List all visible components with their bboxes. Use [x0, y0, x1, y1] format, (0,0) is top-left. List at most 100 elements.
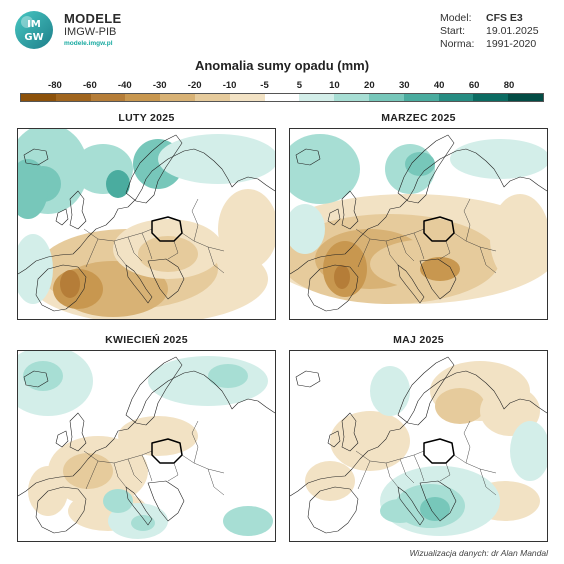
- colorbar-segment: [299, 94, 335, 101]
- coastline: [23, 370, 49, 388]
- panel-feb: LUTY 2025: [17, 112, 276, 320]
- anomaly-area: [118, 416, 198, 456]
- colorbar-segment: [508, 94, 543, 101]
- svg-text:IM: IM: [27, 19, 41, 30]
- panel-title: MARZEC 2025: [381, 112, 456, 124]
- panel-may: MAJ 2025: [289, 334, 548, 542]
- colorbar-segment: [194, 94, 230, 101]
- country-border: [357, 460, 371, 490]
- colorbar-segment: [55, 94, 91, 101]
- colorbar-segment: [438, 94, 474, 101]
- poland-border: [151, 216, 183, 242]
- coastline: [55, 430, 69, 448]
- anomaly-area: [63, 453, 113, 489]
- panel-mar: MARZEC 2025: [289, 112, 548, 320]
- imgw-logo-icon: IM GW: [15, 11, 53, 49]
- legend-tick-label: -5: [260, 80, 269, 91]
- colorbar-legend: Anomalia sumy opadu (mm) -80 -60 -40 -30 -20…: [20, 58, 544, 106]
- legend-tick-label: 40: [433, 80, 445, 91]
- anomaly-area: [405, 152, 435, 176]
- anomaly-area: [106, 170, 130, 198]
- brand-title: MODELE: [64, 11, 122, 26]
- country-border: [355, 450, 425, 464]
- meta-start-label: Start:: [440, 25, 466, 37]
- country-border: [399, 458, 415, 484]
- anomaly-area: [60, 270, 80, 298]
- coastline: [295, 370, 321, 388]
- map-mar: [289, 128, 548, 320]
- colorbar: [20, 93, 544, 102]
- colorbar-segment: [160, 94, 195, 101]
- anomaly-area: [420, 497, 450, 521]
- legend-ticks: -80 -60 -40 -30 -20 -10 -5 5 10 20 30 40 60 80: [20, 80, 544, 92]
- coastline: [327, 208, 341, 226]
- brand-subtitle: IMGW-PIB: [64, 26, 117, 38]
- anomaly-area: [148, 356, 268, 406]
- meta-row-model: Model: CFS E3: [440, 12, 539, 25]
- coastline: [18, 148, 275, 275]
- colorbar-segment: [125, 94, 161, 101]
- coastline: [125, 264, 153, 304]
- map-apr: [17, 350, 276, 542]
- coastline: [35, 264, 87, 312]
- legend-tick-label: -60: [82, 80, 97, 91]
- coastline: [69, 412, 87, 452]
- panel-title: MAJ 2025: [393, 334, 444, 346]
- legend-tick-label: 20: [364, 80, 375, 91]
- colorbar-segment: [264, 94, 300, 101]
- country-border: [479, 246, 497, 274]
- country-border: [453, 232, 497, 252]
- colorbar-segment: [334, 94, 369, 101]
- coastline: [327, 430, 341, 448]
- map-feb: [17, 128, 276, 320]
- coastline: [307, 486, 359, 534]
- country-border: [141, 232, 153, 260]
- country-border: [167, 240, 179, 260]
- anomaly-area: [208, 364, 248, 388]
- meta-model-label: Model:: [440, 12, 472, 24]
- country-border: [355, 228, 425, 242]
- legend-tick-label: -30: [152, 80, 167, 91]
- poland-border: [423, 438, 455, 464]
- colorbar-segment: [21, 94, 56, 101]
- anomaly-area: [305, 461, 355, 501]
- anomaly-area: [420, 257, 460, 281]
- legend-tick-label: 10: [329, 80, 340, 91]
- coastline: [35, 486, 87, 534]
- brand-url[interactable]: modele.imgw.pl: [64, 40, 113, 47]
- coastline: [125, 356, 183, 426]
- map-may: [289, 350, 548, 542]
- country-border: [83, 228, 153, 242]
- coastline: [69, 190, 87, 230]
- country-border: [207, 468, 225, 496]
- country-border: [83, 450, 153, 464]
- coastline: [295, 148, 321, 166]
- panel-title: LUTY 2025: [118, 112, 175, 124]
- country-border: [207, 246, 225, 274]
- anomaly-area: [138, 236, 198, 272]
- meta-start-value: 19.01.2025: [486, 25, 539, 37]
- legend-tick-label: 80: [503, 80, 515, 91]
- country-border: [127, 236, 143, 262]
- country-border: [141, 454, 153, 482]
- anomaly-area: [18, 159, 48, 219]
- coastline: [397, 486, 425, 526]
- anomaly-area: [103, 489, 133, 513]
- country-border: [181, 454, 225, 474]
- coastline: [397, 264, 425, 304]
- anomaly-area: [23, 361, 63, 391]
- coastline: [307, 264, 359, 312]
- coastline: [397, 134, 455, 204]
- anomaly-area: [223, 506, 273, 536]
- colorbar-segment: [403, 94, 439, 101]
- country-border: [85, 238, 99, 268]
- anomaly-area: [490, 194, 547, 284]
- coastline: [147, 480, 185, 522]
- anomaly-area: [290, 134, 360, 204]
- anomaly-area: [380, 499, 420, 523]
- country-border: [413, 232, 425, 260]
- coastline: [55, 208, 69, 226]
- anomaly-area: [450, 139, 547, 179]
- panel-title: KWIECIEŃ 2025: [105, 334, 188, 346]
- coastline: [125, 486, 153, 526]
